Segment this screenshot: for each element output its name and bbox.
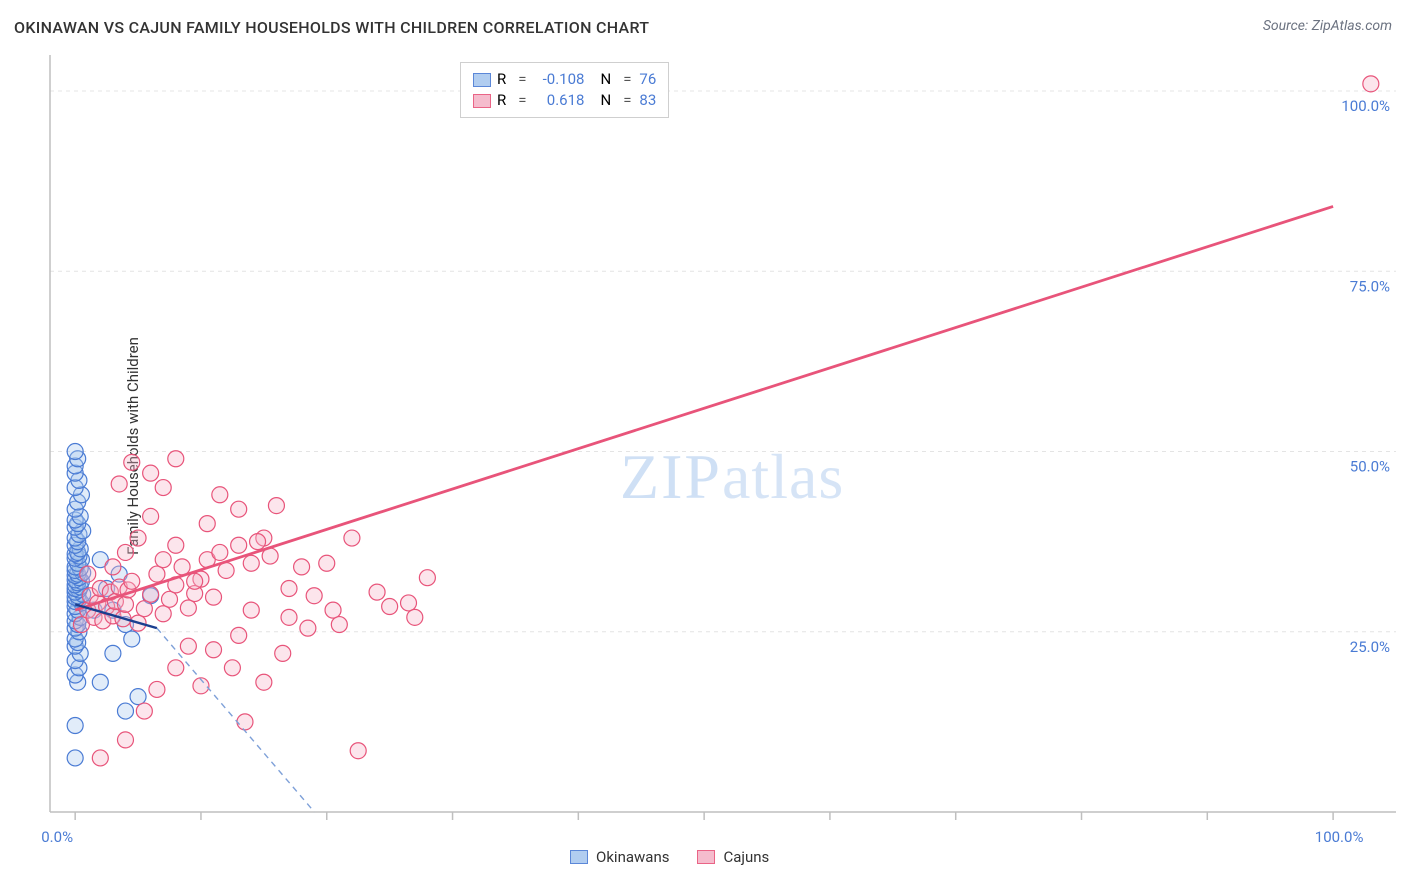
svg-text:50.0%: 50.0% — [1350, 458, 1390, 476]
svg-text:100.0%: 100.0% — [1341, 97, 1390, 115]
svg-text:0.0%: 0.0% — [41, 828, 73, 846]
r-value-okinawans: -0.108 — [534, 69, 584, 90]
chart-svg: 25.0% 50.0% 75.0% 100.0% 0.0% 100.0% — [0, 0, 1406, 892]
legend-row-cajuns: R= 0.618 N= 83 — [473, 90, 656, 111]
svg-text:75.0%: 75.0% — [1350, 277, 1390, 295]
legend-row-okinawans: R= -0.108 N= 76 — [473, 69, 656, 90]
n-value-okinawans: 76 — [639, 69, 656, 90]
series-legend: Okinawans Cajuns — [570, 848, 769, 866]
legend-item-okinawans: Okinawans — [570, 848, 669, 866]
swatch-okinawans-icon — [473, 73, 491, 87]
legend-label-okinawans: Okinawans — [596, 848, 669, 866]
n-value-cajuns: 83 — [639, 90, 656, 111]
svg-text:25.0%: 25.0% — [1350, 638, 1390, 656]
legend-label-cajuns: Cajuns — [723, 848, 769, 866]
swatch-okinawans-icon — [570, 850, 588, 864]
r-value-cajuns: 0.618 — [534, 90, 584, 111]
swatch-cajuns-icon — [473, 94, 491, 108]
correlation-legend: R= -0.108 N= 76 R= 0.618 N= 83 — [460, 62, 669, 118]
svg-text:100.0%: 100.0% — [1315, 828, 1364, 846]
legend-item-cajuns: Cajuns — [697, 848, 769, 866]
chart-container: OKINAWAN VS CAJUN FAMILY HOUSEHOLDS WITH… — [0, 0, 1406, 892]
swatch-cajuns-icon — [697, 850, 715, 864]
